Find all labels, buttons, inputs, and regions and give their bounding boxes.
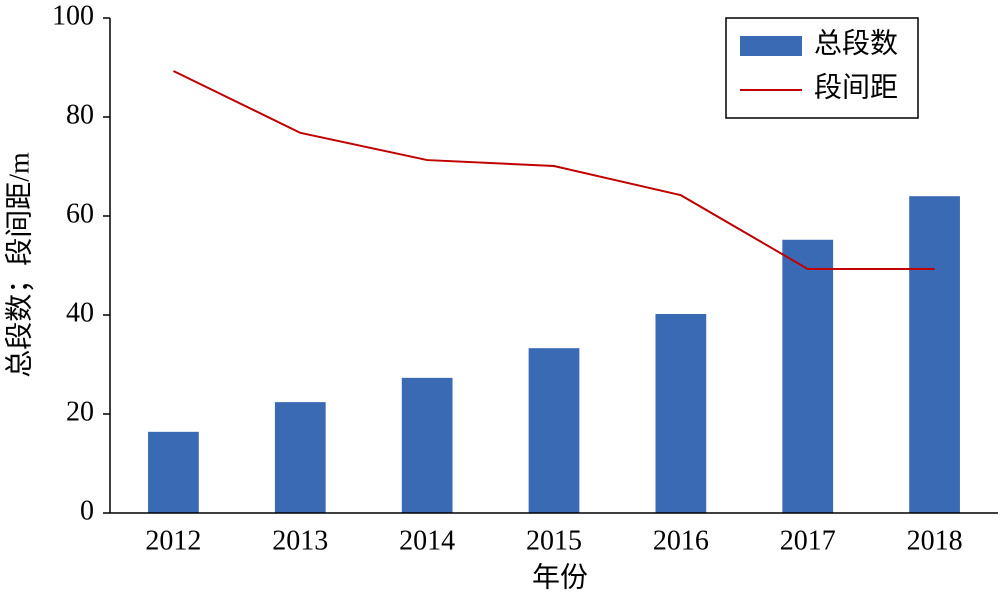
y-tick-label: 100 <box>52 0 94 31</box>
bar <box>274 402 326 513</box>
bar <box>148 431 199 513</box>
y-tick-label: 0 <box>80 495 94 526</box>
bar <box>655 314 707 513</box>
y-tick-label: 20 <box>66 396 94 427</box>
legend-label: 段间距 <box>814 71 898 103</box>
x-tick-label: 2015 <box>526 525 582 556</box>
bar <box>909 196 960 513</box>
x-tick-label: 2018 <box>907 525 963 556</box>
legend-swatch <box>740 36 802 56</box>
x-axis-label: 年份 <box>532 561 588 593</box>
bar <box>401 377 453 513</box>
x-tick-label: 2013 <box>272 525 328 556</box>
y-tick-label: 40 <box>66 297 94 328</box>
x-tick-label: 2017 <box>780 525 836 556</box>
y-tick-label: 80 <box>66 99 94 130</box>
legend-box <box>725 17 919 119</box>
x-tick-label: 2012 <box>145 525 201 556</box>
line <box>172 70 935 270</box>
y-tick-label: 60 <box>66 198 94 229</box>
bar <box>782 239 834 513</box>
legend-label: 总段数 <box>814 27 898 59</box>
x-tick-label: 2014 <box>399 525 455 556</box>
x-tick-label: 2016 <box>653 525 709 556</box>
bar <box>528 348 580 513</box>
y-axis-label: 总段数；段间距/m <box>3 152 35 378</box>
